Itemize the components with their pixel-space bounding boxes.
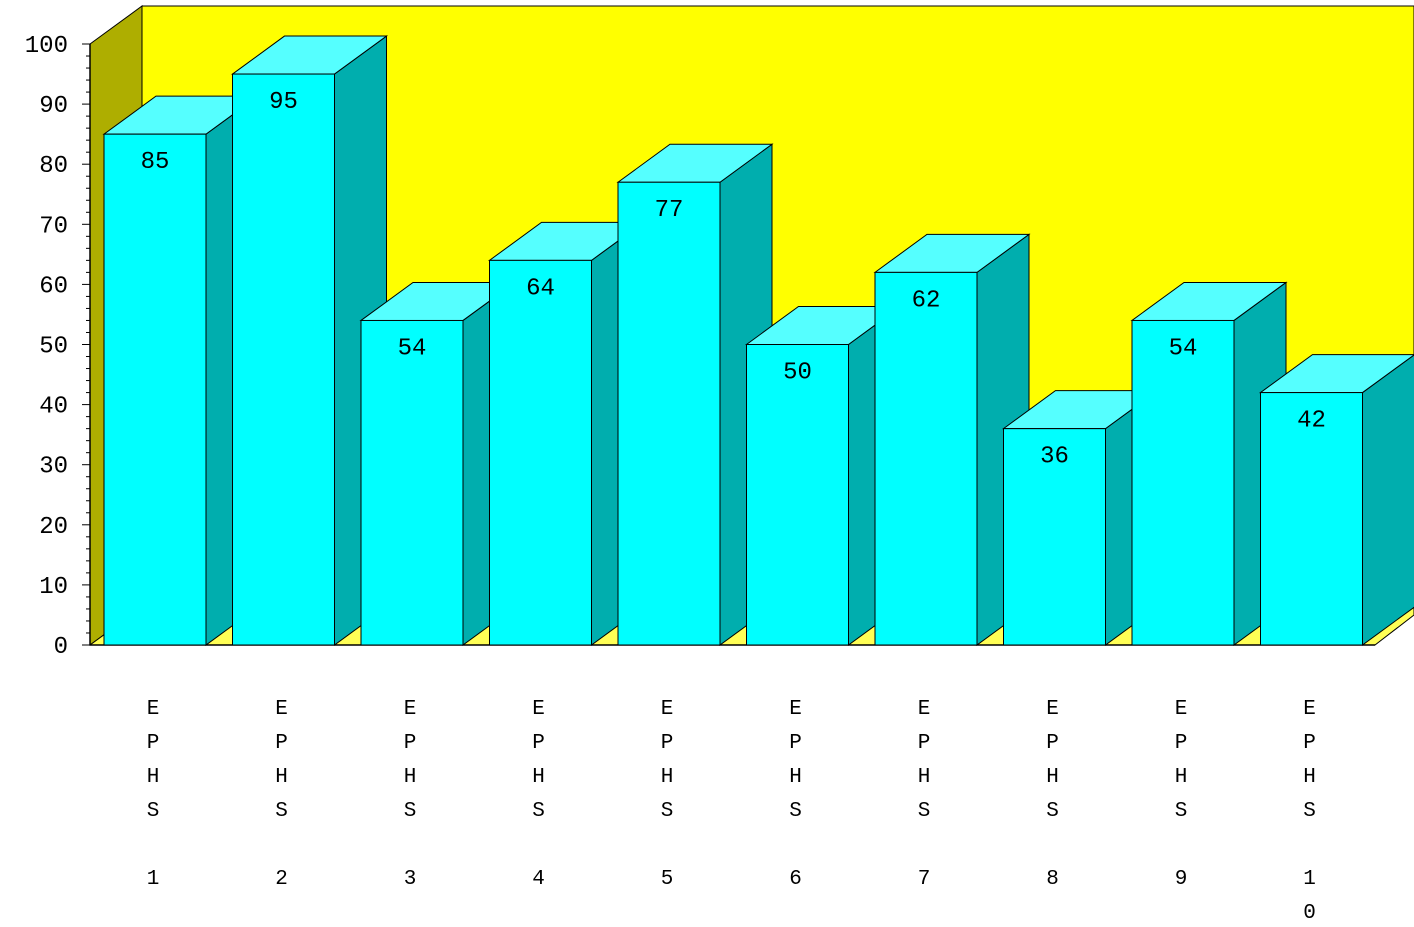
bars: 85 95 54 64 77 50 62 36 54 42 bbox=[102, 35, 1414, 646]
y-tick-label: 80 bbox=[39, 153, 68, 180]
y-tick-label: 90 bbox=[39, 93, 68, 120]
data-label: 95 bbox=[269, 89, 298, 116]
y-tick-label: 50 bbox=[39, 334, 68, 361]
bar-front-face bbox=[874, 271, 978, 646]
data-label: 42 bbox=[1297, 408, 1326, 435]
data-label: 64 bbox=[526, 275, 555, 302]
bar-front-face bbox=[1131, 319, 1235, 646]
data-label: 54 bbox=[398, 335, 427, 362]
y-tick-label: 60 bbox=[39, 273, 68, 300]
y-tick-label: 20 bbox=[39, 514, 68, 541]
bar-front-face bbox=[489, 259, 592, 646]
bar-5: 77 bbox=[616, 143, 774, 646]
data-label: 50 bbox=[783, 360, 812, 387]
bar-front-face bbox=[617, 181, 721, 646]
data-label: 85 bbox=[141, 149, 170, 176]
bar-front-face bbox=[360, 319, 464, 646]
data-label: 62 bbox=[912, 287, 941, 314]
bar-front-face bbox=[746, 344, 849, 646]
y-tick-label: 10 bbox=[39, 574, 68, 601]
bar-side-face bbox=[1362, 354, 1414, 646]
y-tick-label: 0 bbox=[54, 634, 68, 661]
bar-front-face bbox=[1003, 428, 1106, 646]
y-tick-label: 70 bbox=[39, 213, 68, 240]
data-label: 36 bbox=[1040, 444, 1069, 471]
data-label: 77 bbox=[655, 197, 684, 224]
bar-front-face bbox=[232, 73, 335, 646]
data-label: 54 bbox=[1169, 335, 1198, 362]
bar-10: 42 bbox=[1258, 354, 1414, 646]
y-tick-label: 30 bbox=[39, 454, 68, 481]
bar-front-face bbox=[1260, 392, 1363, 646]
y-tick-label: 100 bbox=[25, 33, 68, 60]
bar-front-face bbox=[103, 133, 207, 646]
y-tick-label: 40 bbox=[39, 394, 68, 421]
